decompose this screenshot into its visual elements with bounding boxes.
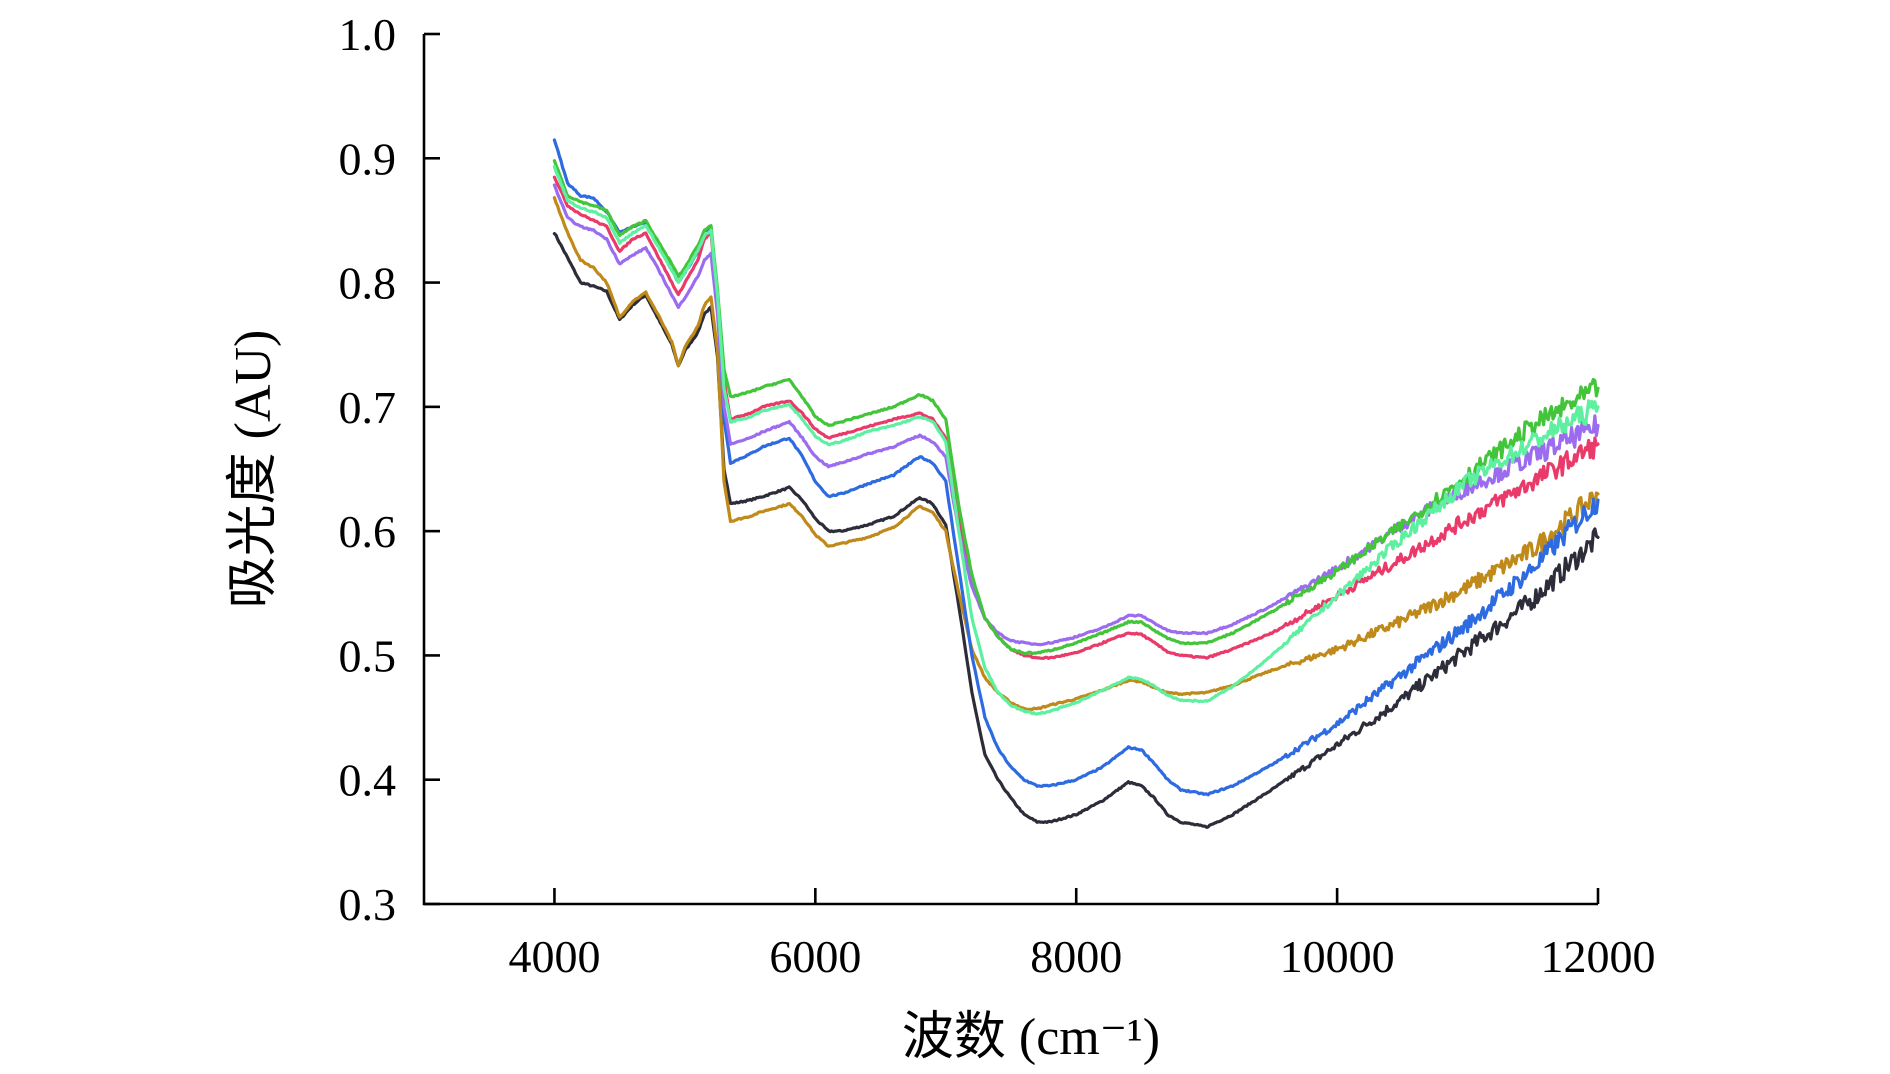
x-axis-title: 波数 (cm⁻¹) xyxy=(902,1009,1160,1066)
spectrum-line-3 xyxy=(552,138,1600,797)
series-layer xyxy=(552,138,1600,829)
x-tick-label: 12000 xyxy=(1541,931,1656,982)
y-tick-label: 0.8 xyxy=(339,258,397,309)
x-tick-label: 6000 xyxy=(769,931,861,982)
x-tick-label: 10000 xyxy=(1280,931,1395,982)
spectrum-line-1 xyxy=(552,232,1600,829)
y-axis-title: 吸光度 (AU) xyxy=(225,330,282,609)
tick-layer: 0.3 0.4 0.5 0.6 0.7 0.8 0.9 1.0 4000 6000 8000 1000… xyxy=(339,9,1656,982)
y-tick-label: 0.9 xyxy=(339,133,397,184)
y-tick-label: 1.0 xyxy=(339,9,397,60)
y-tick-label: 0.6 xyxy=(339,506,397,557)
spectrum-line-2 xyxy=(552,196,1600,712)
spectrum-line-6 xyxy=(552,159,1600,656)
axes xyxy=(422,34,1598,906)
y-tick-label: 0.3 xyxy=(339,879,397,930)
spectrum-line-4 xyxy=(552,175,1600,660)
y-tick-label: 0.5 xyxy=(339,630,397,681)
y-tick-label: 0.4 xyxy=(339,755,397,806)
x-tick-label: 4000 xyxy=(508,931,600,982)
spectrum-line-7 xyxy=(552,164,1600,716)
y-tick-label: 0.7 xyxy=(339,382,397,433)
spectrum-line-5 xyxy=(552,183,1600,647)
x-tick-label: 8000 xyxy=(1030,931,1122,982)
